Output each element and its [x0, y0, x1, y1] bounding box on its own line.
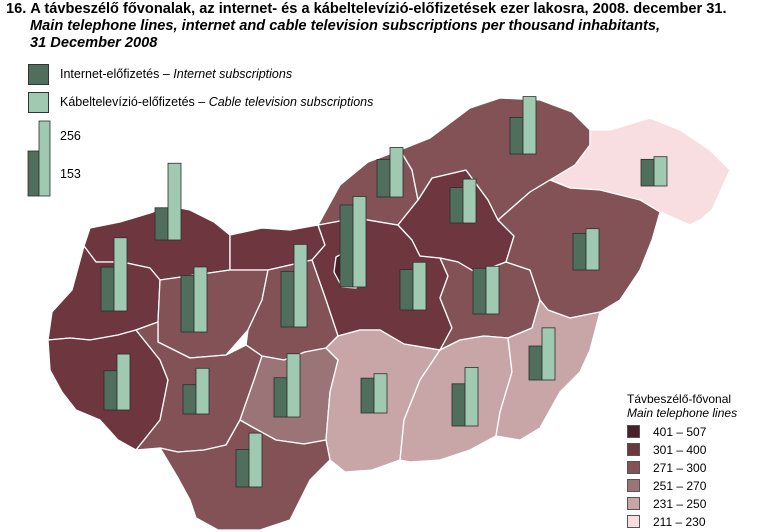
legend-class-swatch [627, 515, 640, 528]
telephone-legend-title-en: Main telephone lines [627, 406, 738, 420]
cable-bar [167, 162, 182, 241]
telephone-legend-row: 401 – 507 [627, 423, 737, 441]
cable-bar [585, 228, 600, 271]
telephone-legend-row: 231 – 250 [627, 495, 737, 513]
cable-bar [541, 327, 556, 381]
legend-class-swatch [627, 425, 640, 438]
telephone-legend-row: 211 – 230 [627, 513, 737, 531]
scale-bar-low [27, 150, 40, 197]
cable-bar [412, 261, 427, 311]
legend-cable-swatch [28, 92, 49, 113]
cable-bar [193, 266, 208, 333]
figure-number: 16. [6, 1, 27, 17]
cable-bar [373, 373, 388, 414]
internet-bar [235, 449, 250, 488]
scale-bar-high [38, 120, 51, 197]
legend-class-swatch [627, 479, 640, 492]
internet-bar [451, 383, 466, 427]
legend-class-swatch [627, 461, 640, 474]
internet-bar [376, 159, 391, 198]
map-title: 16. A távbeszélő fővonalak, az internet- … [6, 1, 778, 52]
internet-bar [154, 207, 169, 241]
scale-label-high: 256 [60, 129, 81, 143]
internet-bar [399, 269, 414, 311]
cable-bar [352, 196, 367, 288]
scale-label-low: 153 [60, 167, 81, 181]
cable-bar [248, 432, 263, 488]
internet-bar [640, 158, 655, 187]
legend-internet-label: Internet-előfizetés – Internet subscript… [60, 67, 293, 81]
internet-bar [280, 270, 295, 328]
cable-bar [522, 96, 537, 155]
telephone-legend-title-hu: Távbeszélő-fővonal [627, 392, 732, 406]
telephone-legend-row: 271 – 300 [627, 459, 737, 477]
title-hungarian: A távbeszélő fővonalak, az internet- és … [30, 1, 727, 17]
cable-bar [195, 367, 210, 415]
internet-bar [472, 267, 487, 315]
cable-bar [389, 147, 404, 198]
internet-bar [449, 187, 464, 224]
internet-bar [180, 275, 195, 333]
internet-bar [509, 116, 524, 155]
title-english-line2: 31 December 2008 [30, 35, 158, 51]
cable-bar [113, 237, 128, 312]
internet-bar [103, 370, 118, 411]
internet-bar [182, 384, 197, 415]
internet-bar [339, 204, 354, 288]
internet-bar [100, 266, 115, 312]
cable-bar [464, 367, 479, 427]
telephone-legend: Távbeszélő-fővonal Main telephone lines … [627, 392, 737, 531]
internet-bar [273, 377, 288, 418]
internet-bar [360, 377, 375, 414]
telephone-legend-row: 301 – 400 [627, 441, 737, 459]
legend-internet-swatch [28, 64, 49, 85]
cable-bar [286, 353, 301, 418]
legend-cable-label: Kábeltelevízió-előfizetés – Cable televi… [60, 95, 374, 109]
cable-bar [462, 178, 477, 224]
cable-bar [293, 243, 308, 328]
internet-bar [572, 232, 587, 271]
title-english-line1: Main telephone lines, internet and cable… [30, 18, 661, 34]
legend-class-swatch [627, 443, 640, 456]
telephone-legend-row: 251 – 270 [627, 477, 737, 495]
internet-bar [528, 345, 543, 381]
cable-bar [485, 265, 500, 315]
cable-bar [653, 156, 668, 187]
legend-class-swatch [627, 497, 640, 510]
cable-bar [116, 353, 131, 411]
